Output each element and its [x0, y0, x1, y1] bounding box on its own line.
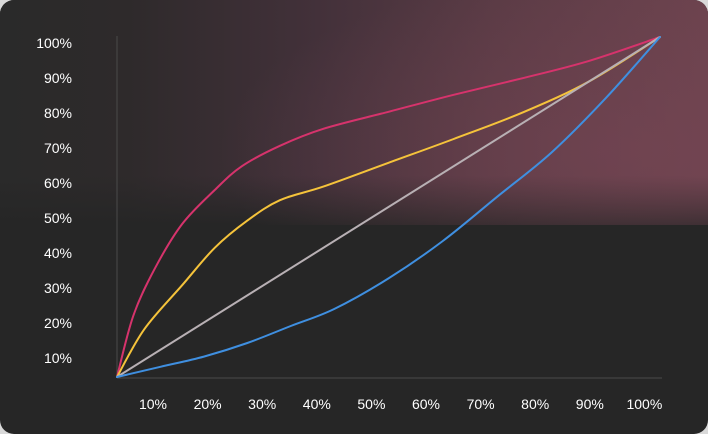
x-tick-label: 20% [194, 396, 222, 412]
x-tick-label: 10% [139, 396, 167, 412]
y-tick-label: 30% [44, 280, 72, 296]
magenta-series-line [116, 36, 661, 378]
y-tick-label: 10% [44, 350, 72, 366]
linear-series-line [116, 36, 661, 378]
yellow-series-line [116, 36, 661, 378]
y-tick-label: 80% [44, 105, 72, 121]
x-tick-label: 50% [357, 396, 385, 412]
y-tick-label: 20% [44, 315, 72, 331]
background-glow-highlight [0, 0, 708, 225]
x-tick-label: 80% [521, 396, 549, 412]
x-tick-label: 90% [576, 396, 604, 412]
series-lines [116, 36, 661, 378]
x-tick-label: 60% [412, 396, 440, 412]
x-tick-label: 40% [303, 396, 331, 412]
x-tick-label: 70% [467, 396, 495, 412]
y-tick-label: 70% [44, 140, 72, 156]
x-tick-label: 100% [626, 396, 662, 412]
y-tick-label: 40% [44, 245, 72, 261]
x-axis-ticks: 10% 20% 30% 40% 50% 60% 70% 80% 90% 100% [139, 396, 662, 412]
y-tick-label: 90% [44, 70, 72, 86]
blue-series-line [116, 36, 661, 378]
x-tick-label: 30% [248, 396, 276, 412]
y-tick-label: 60% [44, 175, 72, 191]
y-tick-label: 100% [36, 35, 72, 51]
y-axis-ticks: 10% 20% 30% 40% 50% 60% 70% 80% 90% 100% [36, 35, 72, 366]
y-tick-label: 50% [44, 210, 72, 226]
